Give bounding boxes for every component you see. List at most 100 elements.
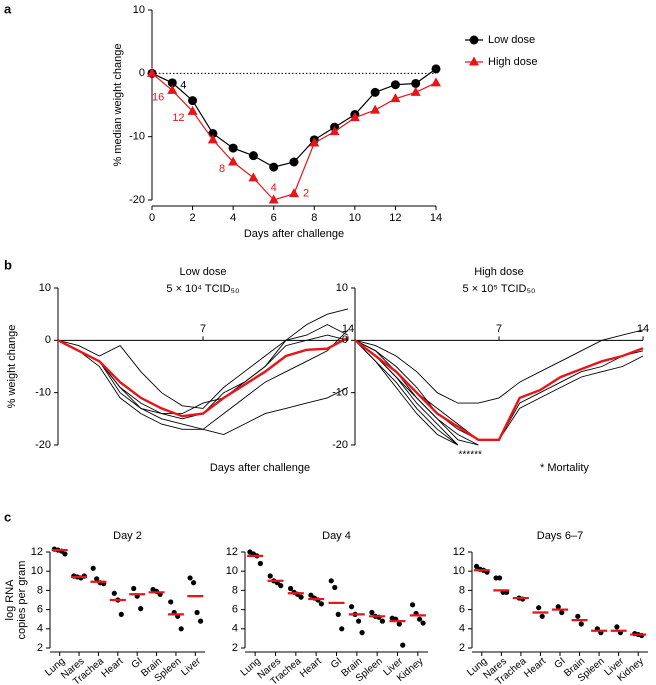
point-label: 16	[152, 91, 164, 103]
y-tick-label: 12	[226, 546, 238, 558]
y-tick-label: 10	[39, 282, 51, 294]
y-tick-label: 0	[342, 334, 348, 346]
point	[268, 194, 279, 204]
point	[94, 576, 100, 582]
point	[536, 605, 542, 611]
chart-title: Days 6–7	[537, 530, 583, 542]
point	[289, 188, 299, 198]
point	[539, 613, 545, 619]
y-axis-label: % median weight change	[112, 44, 124, 167]
animal-line	[57, 339, 349, 435]
y-tick-label: 12	[31, 546, 43, 558]
chart-subtitle: 5 × 10⁴ TCID₅₀	[166, 283, 239, 295]
panel-label: b	[4, 257, 12, 272]
point	[289, 157, 299, 167]
animal-line	[57, 324, 349, 415]
point	[396, 621, 402, 627]
y-tick-label: 0	[139, 67, 145, 79]
point	[348, 604, 355, 610]
point	[355, 618, 362, 624]
point	[370, 87, 380, 97]
y-tick-label: -10	[129, 131, 145, 143]
point	[390, 80, 400, 90]
point	[473, 563, 480, 570]
point	[187, 105, 198, 115]
point	[308, 592, 314, 598]
point	[318, 601, 325, 607]
y-tick-label: -20	[332, 439, 348, 451]
x-tick-label: 0	[149, 212, 155, 224]
point	[416, 616, 423, 622]
point	[309, 137, 320, 147]
point	[411, 78, 421, 88]
y-tick-label: 2	[232, 642, 238, 654]
point	[298, 594, 304, 600]
chart-title: Day 4	[322, 530, 351, 542]
x-tick-label: 6	[271, 212, 277, 224]
y-tick-label: 10	[31, 565, 43, 577]
point	[400, 642, 406, 648]
series-line	[151, 72, 437, 201]
point	[328, 578, 334, 584]
y-tick-label: 10	[226, 565, 238, 577]
animal-line	[57, 334, 349, 420]
point-label: 12	[172, 112, 184, 124]
point	[370, 104, 381, 114]
point	[359, 630, 365, 636]
point	[278, 583, 284, 589]
point	[228, 143, 238, 153]
point	[90, 565, 96, 571]
y-tick-label: 2	[37, 642, 43, 654]
y-tick-label: 6	[232, 604, 238, 616]
y-axis-label: copies per gram	[16, 561, 28, 640]
point	[614, 624, 620, 630]
y-tick-label: 6	[459, 604, 465, 616]
point	[167, 84, 178, 94]
point	[168, 599, 174, 605]
point	[379, 618, 386, 624]
point	[187, 575, 193, 581]
x-tick-label: 14	[430, 212, 442, 224]
animal-line	[57, 308, 349, 409]
x-tick-label: Heart	[298, 656, 324, 680]
point	[369, 609, 375, 616]
point	[559, 609, 565, 616]
point	[431, 64, 441, 74]
y-tick-label: 12	[453, 546, 465, 558]
x-tick-label: 12	[389, 212, 401, 224]
y-axis-label: % weight change	[6, 325, 18, 409]
point	[269, 162, 279, 172]
point	[207, 134, 218, 144]
point	[111, 590, 117, 596]
y-tick-label: -20	[129, 194, 145, 206]
median-line	[354, 339, 644, 441]
point	[575, 613, 581, 619]
point	[339, 626, 345, 632]
point	[390, 93, 401, 103]
y-tick-label: -10	[332, 387, 348, 399]
y-tick-label: 4	[459, 623, 465, 635]
point	[194, 609, 200, 616]
x-axis-label: Days after challenge	[210, 462, 310, 474]
y-tick-label: 8	[232, 584, 238, 596]
x-tick-label: 7	[496, 323, 502, 335]
point	[62, 551, 68, 557]
x-tick-label: 14	[342, 323, 354, 335]
point	[257, 560, 264, 567]
x-tick-label: 8	[311, 212, 317, 224]
point	[349, 112, 360, 122]
y-tick-label: 2	[459, 642, 465, 654]
point	[248, 172, 259, 182]
legend-label: High dose	[488, 56, 538, 68]
y-tick-label: -20	[35, 439, 51, 451]
point	[188, 96, 198, 106]
y-tick-label: 8	[37, 584, 43, 596]
point	[335, 611, 341, 618]
point	[147, 67, 157, 77]
median-line	[57, 336, 349, 418]
x-tick-label: Liver	[179, 655, 203, 678]
panel-label: c	[4, 509, 11, 524]
x-tick-label: 4	[230, 212, 236, 224]
y-tick-label: 4	[232, 623, 238, 635]
